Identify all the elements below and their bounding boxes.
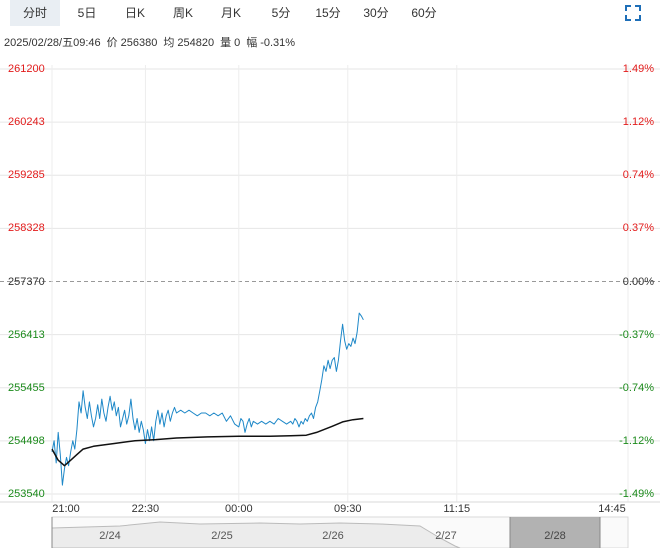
x-tick-label: 22:30 xyxy=(131,503,160,515)
fullscreen-icon[interactable] xyxy=(625,5,641,21)
period-toolbar: 分时 5日 日K 周K 月K 5分 15分 30分 60分 xyxy=(0,0,660,26)
y-percent-tick: -1.49% xyxy=(619,488,654,500)
y-price-tick: 259285 xyxy=(8,169,45,182)
y-percent-tick: -0.37% xyxy=(619,328,654,341)
x-tick-label: 09:30 xyxy=(334,503,362,515)
navigator-date-label[interactable]: 2/28 xyxy=(544,530,566,542)
y-percent-tick: -1.12% xyxy=(619,434,654,447)
info-avg: 254820 xyxy=(177,37,215,49)
price-line xyxy=(51,312,364,486)
navigator-date-label[interactable]: 2/27 xyxy=(435,530,457,542)
info-datetime: 2025/02/28/五09:46 xyxy=(4,37,101,49)
info-change-label: 幅 xyxy=(246,37,258,49)
navigator-selection xyxy=(510,517,600,548)
tab-intraday[interactable]: 分时 xyxy=(10,0,60,26)
y-price-tick: 255455 xyxy=(8,381,45,394)
y-percent-tick: 1.49% xyxy=(622,63,654,75)
tab-weekly-k[interactable]: 周K xyxy=(172,6,193,20)
tab-5day[interactable]: 5日 xyxy=(77,6,97,20)
y-price-tick: 260243 xyxy=(8,116,45,129)
navigator-date-label[interactable]: 2/26 xyxy=(322,530,344,542)
y-price-tick: 257370 xyxy=(8,275,45,288)
x-tick-label: 14:45 xyxy=(598,503,626,515)
navigator-date-label[interactable]: 2/24 xyxy=(99,530,121,542)
x-tick-label: 00:00 xyxy=(225,503,253,515)
y-percent-tick: 0.37% xyxy=(622,222,654,235)
x-tick-label: 21:00 xyxy=(52,503,80,515)
navigator-sparkline xyxy=(51,521,461,548)
tab-15min[interactable]: 15分 xyxy=(315,6,341,20)
tab-monthly-k[interactable]: 月K xyxy=(220,6,241,20)
y-percent-tick: 0.00% xyxy=(622,275,654,288)
info-avg-label: 均 xyxy=(163,37,175,49)
info-change: -0.31% xyxy=(260,37,296,49)
x-tick-label: 11:15 xyxy=(443,503,471,515)
info-volume: 0 xyxy=(234,37,241,49)
tab-30min[interactable]: 30分 xyxy=(363,6,389,20)
info-volume-label: 量 xyxy=(220,37,232,49)
average-line xyxy=(51,417,364,467)
y-price-tick: 256413 xyxy=(8,328,45,341)
y-price-tick: 254498 xyxy=(8,434,45,447)
navigator-date-label[interactable]: 2/25 xyxy=(211,530,233,542)
y-percent-tick: 1.12% xyxy=(622,116,654,129)
quote-info-line: 2025/02/28/五09:46 价 256380 均 254820 量 0 幅 -0.31% xyxy=(4,34,301,50)
y-percent-tick: 0.74% xyxy=(622,169,654,182)
tab-5min[interactable]: 5分 xyxy=(271,6,291,20)
y-price-tick: 253540 xyxy=(8,488,45,500)
y-price-tick: 258328 xyxy=(8,222,45,235)
y-percent-tick: -0.74% xyxy=(619,381,654,394)
info-price: 256380 xyxy=(120,37,158,49)
tab-daily-k[interactable]: 日K xyxy=(124,6,145,20)
y-price-tick: 261200 xyxy=(8,63,45,75)
tab-60min[interactable]: 60分 xyxy=(411,6,437,20)
info-price-label: 价 xyxy=(106,37,118,49)
